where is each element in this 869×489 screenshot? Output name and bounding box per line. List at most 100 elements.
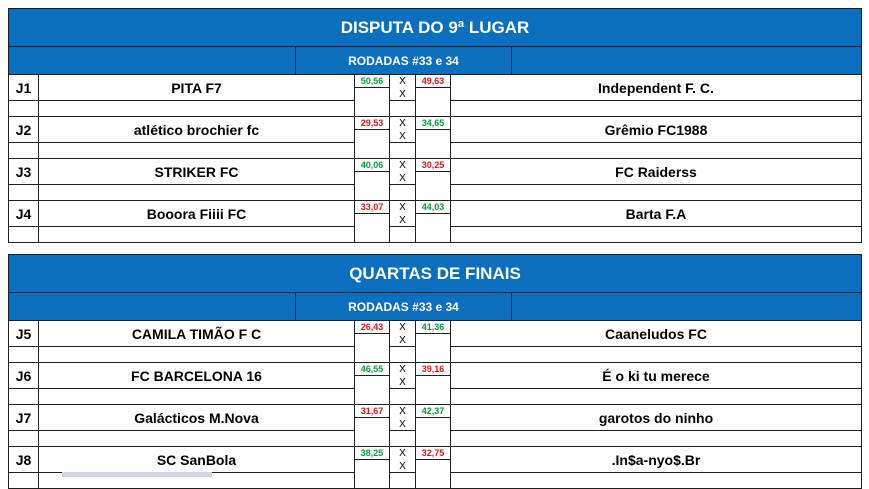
home-score: 40,06: [355, 159, 389, 172]
match-id: J3: [15, 163, 32, 180]
away-team-cell: Caaneludos FC: [451, 321, 861, 362]
match-row: J1 PITA F7 50,56 X X 49,63 Independent F. C.: [9, 75, 861, 117]
home-team-cell: Galácticos M.Nova: [39, 405, 355, 446]
section-ninth-place: DISPUTA DO 9ª LUGAR RODADAS #33 e 34 J1 P…: [8, 8, 862, 243]
away-team-cell: Independent F. C.: [451, 75, 861, 116]
home-team-name: SC SanBola: [156, 451, 237, 468]
away-score-cell: 34,65: [416, 117, 451, 158]
match-id-cell: J1: [9, 75, 39, 116]
home-score-cell: 33,07: [355, 201, 390, 242]
away-team-name: Barta F.A: [625, 205, 687, 222]
away-team-cell: .In$a-nyo$.Br: [451, 447, 861, 488]
versus-mark: X: [399, 160, 406, 171]
away-score: 42,37: [416, 405, 450, 418]
home-team-name: PITA F7: [171, 79, 222, 96]
away-team-name: Independent F. C.: [598, 79, 714, 96]
home-score: 38,25: [355, 447, 389, 460]
versus-mark: X: [390, 418, 415, 431]
away-score-cell: 30,25: [416, 159, 451, 200]
match-id-cell: J7: [9, 405, 39, 446]
home-team-name: STRIKER FC: [154, 163, 239, 180]
section-quarterfinals: QUARTAS DE FINAIS RODADAS #33 e 34 J5 CAM…: [8, 254, 862, 489]
away-team-cell: Grêmio FC1988: [451, 117, 861, 158]
match-row: J6 FC BARCELONA 16 46,55 X X 39,16 É o ki tu m…: [9, 363, 861, 405]
sheet-scrollbar[interactable]: [62, 472, 212, 477]
home-team-name: Booora Fiiii FC: [146, 205, 247, 222]
away-team-cell: Barta F.A: [451, 201, 861, 242]
home-score-cell: 40,06: [355, 159, 390, 200]
match-id-cell: J8: [9, 447, 39, 488]
match-id: J6: [15, 367, 32, 384]
away-team-name: Caaneludos FC: [605, 325, 707, 342]
section-title: QUARTAS DE FINAIS: [9, 255, 861, 293]
versus-mark: X: [390, 376, 415, 389]
versus-mark: X: [390, 130, 415, 143]
versus-mark: X: [399, 76, 406, 87]
match-id: J8: [15, 451, 32, 468]
match-id-cell: J4: [9, 201, 39, 242]
match-row: J5 CAMILA TIMÃO F C 26,43 X X 41,36 Caaneludos…: [9, 321, 861, 363]
home-score: 31,67: [355, 405, 389, 418]
section-subtitle: RODADAS #33 e 34: [295, 47, 512, 74]
away-team-name: garotos do ninho: [598, 409, 714, 426]
away-score: 32,75: [416, 447, 450, 460]
away-score: 30,25: [416, 159, 450, 172]
match-list: J5 CAMILA TIMÃO F C 26,43 X X 41,36 Caaneludos…: [9, 321, 861, 488]
versus-mark: X: [390, 214, 415, 227]
home-team-cell: atlético brochier fc: [39, 117, 355, 158]
versus-mark: X: [399, 406, 406, 417]
match-id: J2: [15, 121, 32, 138]
versus-mark: X: [390, 172, 415, 185]
home-score-cell: 29,53: [355, 117, 390, 158]
away-team-name: FC Raiderss: [615, 163, 697, 180]
away-score: 39,16: [416, 363, 450, 376]
versus-mark: X: [399, 202, 406, 213]
away-score: 34,65: [416, 117, 450, 130]
home-team-cell: STRIKER FC: [39, 159, 355, 200]
match-id-cell: J3: [9, 159, 39, 200]
home-score-cell: 31,67: [355, 405, 390, 446]
away-team-cell: garotos do ninho: [451, 405, 861, 446]
section-subtitle-row: RODADAS #33 e 34: [9, 47, 861, 75]
home-team-cell: SC SanBola: [39, 447, 355, 488]
match-id: J4: [15, 205, 32, 222]
versus-mark: X: [399, 448, 406, 459]
home-team-cell: CAMILA TIMÃO F C: [39, 321, 355, 362]
versus-mark: X: [390, 88, 415, 101]
versus-mark: X: [399, 364, 406, 375]
away-team-cell: FC Raiderss: [451, 159, 861, 200]
section-title: DISPUTA DO 9ª LUGAR: [9, 9, 861, 47]
away-team-cell: É o ki tu merece: [451, 363, 861, 404]
home-score: 29,53: [355, 117, 389, 130]
match-list: J1 PITA F7 50,56 X X 49,63 Independent F. C. J2…: [9, 75, 861, 242]
match-id: J7: [15, 409, 32, 426]
home-team-cell: Booora Fiiii FC: [39, 201, 355, 242]
home-score: 46,55: [355, 363, 389, 376]
home-team-name: CAMILA TIMÃO F C: [131, 325, 262, 342]
away-team-name: Grêmio FC1988: [604, 121, 708, 138]
match-row: J2 atlético brochier fc 29,53 X X 34,65 Grêmio…: [9, 117, 861, 159]
away-score-cell: 39,16: [416, 363, 451, 404]
away-score: 44,03: [416, 201, 450, 214]
match-id-cell: J5: [9, 321, 39, 362]
home-team-name: Galácticos M.Nova: [134, 409, 259, 426]
away-score-cell: 42,37: [416, 405, 451, 446]
versus-mark: X: [390, 460, 415, 473]
match-row: J3 STRIKER FC 40,06 X X 30,25 FC Raiderss: [9, 159, 861, 201]
home-score: 33,07: [355, 201, 389, 214]
away-team-name: .In$a-nyo$.Br: [611, 451, 701, 468]
versus-mark: X: [390, 334, 415, 347]
home-score: 26,43: [355, 321, 389, 334]
home-team-name: FC BARCELONA 16: [131, 367, 262, 384]
section-subtitle-row: RODADAS #33 e 34: [9, 293, 861, 321]
match-id-cell: J2: [9, 117, 39, 158]
home-score-cell: 50,56: [355, 75, 390, 116]
home-score: 50,56: [355, 75, 389, 88]
section-subtitle: RODADAS #33 e 34: [295, 293, 512, 320]
